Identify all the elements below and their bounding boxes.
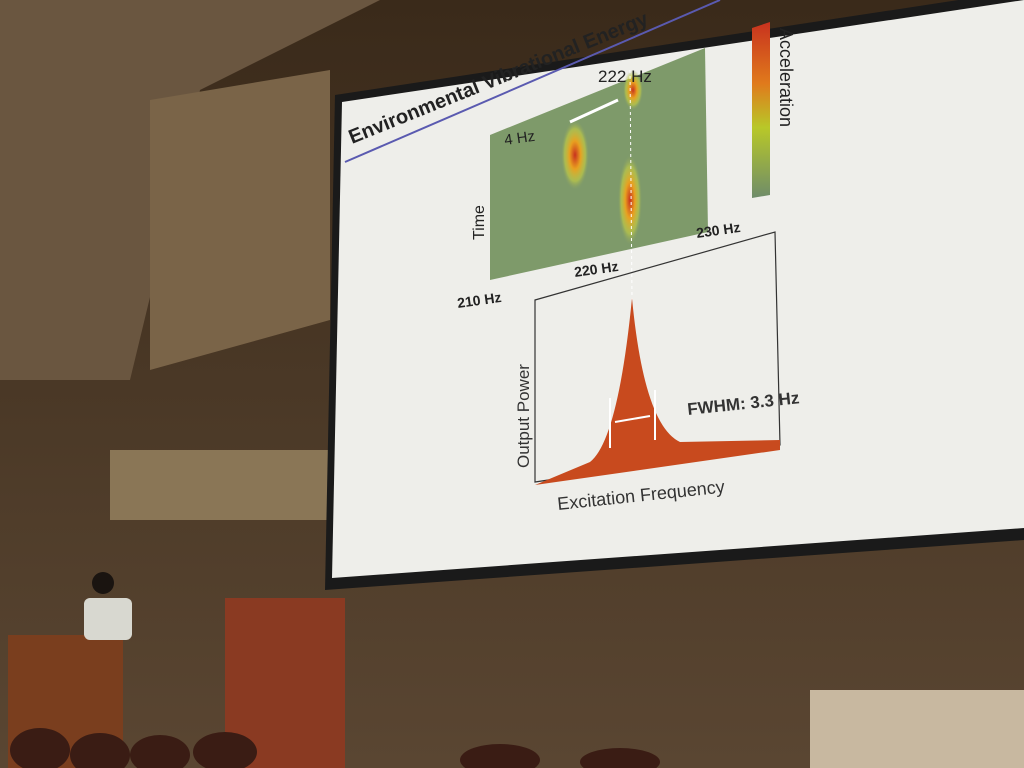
title-rule — [344, 0, 721, 163]
wall-panel — [110, 450, 330, 520]
peak-line — [629, 69, 633, 301]
y-axis-label: Time — [471, 205, 488, 240]
seats — [10, 728, 660, 768]
peak-label: 222 Hz — [598, 67, 652, 86]
x-tick-label: 210 Hz — [456, 289, 502, 311]
desk — [810, 690, 1024, 768]
resonance-peak — [535, 298, 780, 485]
x-tick-label: 230 Hz — [695, 219, 741, 241]
spectrogram — [490, 48, 708, 280]
speaker-body — [84, 598, 132, 640]
hotspot — [561, 120, 589, 190]
fwhm-arrow — [614, 415, 651, 423]
x-tick-label: 220 Hz — [573, 258, 619, 280]
colorbar — [752, 22, 770, 198]
hotspot — [623, 70, 643, 110]
span-arrow — [569, 98, 619, 124]
hotspot — [618, 155, 642, 245]
speaker-head — [92, 572, 114, 594]
span-label: 4 Hz — [503, 128, 536, 149]
y-axis-label: Output Power — [514, 364, 533, 468]
ceiling — [0, 0, 380, 380]
side-wall — [150, 70, 330, 370]
colorbar-label: Acceleration — [776, 28, 796, 127]
